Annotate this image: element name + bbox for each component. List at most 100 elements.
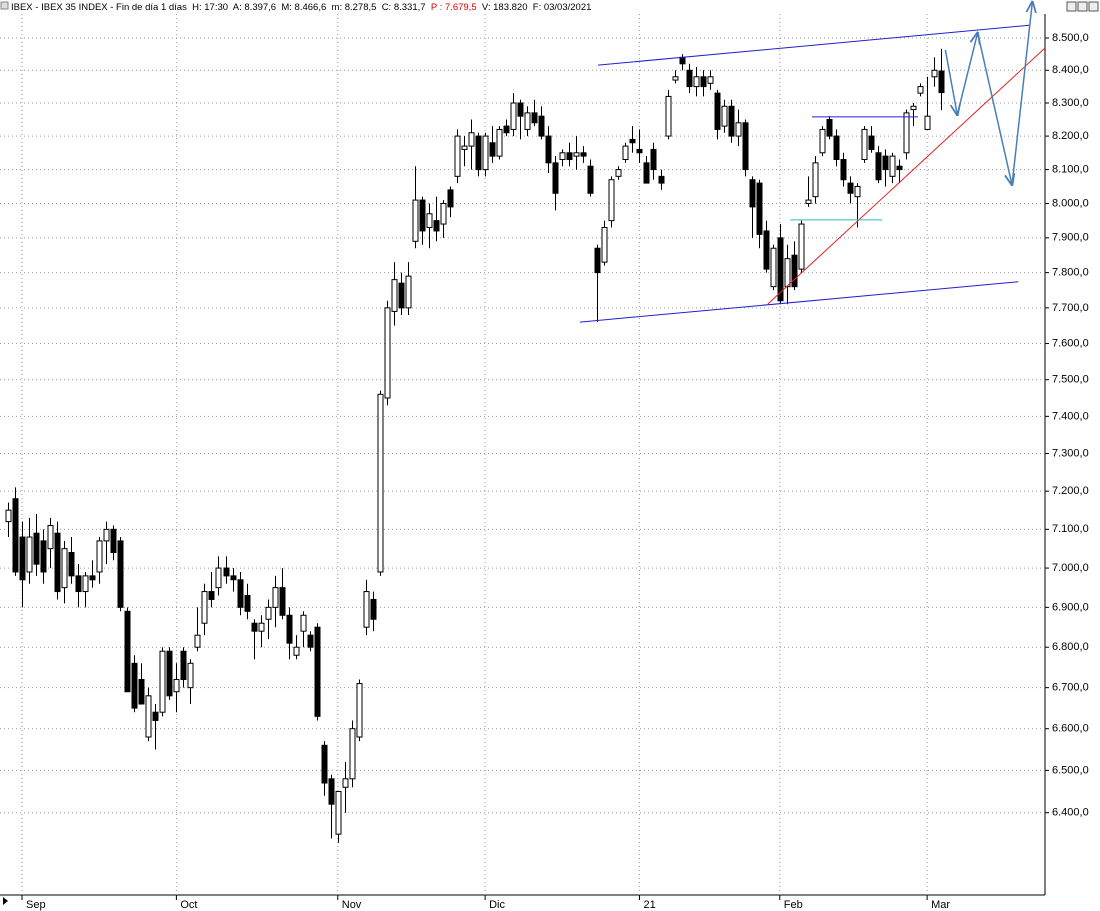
candle-body	[875, 152, 882, 181]
candle-body	[447, 189, 454, 208]
window-buttons	[1066, 1, 1099, 12]
candle-body	[615, 169, 622, 177]
candle-body	[721, 105, 728, 127]
minimize-button[interactable]	[1066, 1, 1077, 12]
candle-body	[854, 185, 861, 198]
y-tick-label: 8.000,0	[1052, 197, 1089, 209]
candle-body	[173, 679, 180, 693]
candle-body	[124, 610, 131, 693]
candle-body	[791, 254, 798, 288]
candle-body	[75, 575, 82, 593]
candle-body	[840, 158, 847, 181]
candle-body	[377, 393, 384, 573]
candle-body	[180, 650, 187, 681]
candle-body	[517, 102, 524, 117]
candle-body	[924, 115, 931, 130]
candle-body	[405, 275, 412, 309]
y-tick-label: 8.300,0	[1052, 97, 1089, 109]
candle-body	[300, 614, 307, 632]
candle-body	[608, 179, 615, 222]
candle-body	[187, 662, 194, 689]
trend-line	[598, 24, 1031, 66]
candle-body	[566, 152, 573, 160]
candle-body	[230, 575, 237, 581]
candle-body	[19, 536, 26, 581]
candle-body	[756, 182, 763, 235]
candle-body	[131, 662, 138, 709]
y-tick-label: 8.500,0	[1052, 32, 1089, 44]
candle-body	[531, 112, 538, 124]
candle-body	[601, 226, 608, 263]
candle-body	[587, 165, 594, 194]
y-tick-label: 7.500,0	[1052, 374, 1089, 386]
close-button[interactable]	[1088, 1, 1099, 12]
candle-body	[629, 138, 636, 144]
header-part: V: 183.820 F: 03/03/2021	[477, 2, 592, 13]
x-tick-label: Sep	[26, 899, 46, 911]
y-tick-label: 7.600,0	[1052, 337, 1089, 349]
candle-body	[770, 247, 777, 288]
candle-body	[54, 532, 61, 593]
candle-body	[384, 307, 391, 399]
candle-body	[468, 132, 475, 147]
candle-body	[749, 179, 756, 208]
candle-body	[82, 575, 89, 593]
candle-body	[138, 679, 145, 705]
candle-body	[461, 145, 468, 150]
trend-line	[579, 281, 1019, 323]
candle-body	[650, 148, 657, 171]
candle-body	[356, 683, 363, 738]
candle-body	[882, 155, 889, 171]
candle-body	[594, 247, 601, 274]
candle-body	[643, 162, 650, 184]
candle-body	[12, 498, 19, 573]
candle-body	[777, 237, 784, 302]
candle-body	[707, 76, 714, 84]
y-tick-label: 7.000,0	[1052, 562, 1089, 574]
candle-body	[321, 744, 328, 784]
scroll-marker[interactable]	[3, 897, 8, 905]
candle-body	[272, 587, 279, 608]
candle-body	[201, 591, 208, 624]
candle-body	[194, 634, 201, 648]
candle-body	[700, 76, 707, 88]
candle-body	[68, 552, 75, 577]
candle-body	[938, 70, 945, 94]
y-tick-label: 6.400,0	[1052, 807, 1089, 819]
candle-body	[889, 155, 896, 177]
candle-body	[208, 591, 215, 600]
candle-body	[223, 567, 230, 577]
y-tick-label: 7.100,0	[1052, 523, 1089, 535]
candle-body	[47, 524, 54, 550]
header-icon	[0, 1, 9, 10]
candle-body	[251, 622, 258, 632]
maximize-button[interactable]	[1077, 1, 1088, 12]
y-tick-label: 8.100,0	[1052, 163, 1089, 175]
candle-body	[363, 591, 370, 628]
candle-body	[475, 135, 482, 171]
forecast-arrow	[956, 33, 977, 116]
candle-body	[110, 528, 117, 554]
candle-body	[510, 102, 517, 130]
candle-body	[286, 614, 293, 644]
candle-body	[931, 69, 938, 78]
candle-body	[496, 128, 503, 157]
candle-body	[805, 199, 812, 204]
x-tick-label: Nov	[342, 899, 362, 911]
candle-body	[833, 135, 840, 160]
y-tick-label: 7.200,0	[1052, 485, 1089, 497]
candle-body	[672, 76, 679, 81]
x-tick-label: Mar	[931, 899, 950, 911]
candle-body	[580, 152, 587, 157]
candle-body	[391, 279, 398, 312]
candle-body	[61, 548, 68, 589]
candle-body	[784, 258, 791, 288]
y-tick-label: 8.200,0	[1052, 130, 1089, 142]
candle-body	[5, 509, 12, 523]
candle-body	[622, 145, 629, 160]
candle-body	[26, 536, 33, 573]
candle-body	[454, 135, 461, 177]
candle-body	[910, 105, 917, 111]
header-part: IBEX - IBEX 35 INDEX - Fin de día 1 días…	[11, 2, 431, 13]
